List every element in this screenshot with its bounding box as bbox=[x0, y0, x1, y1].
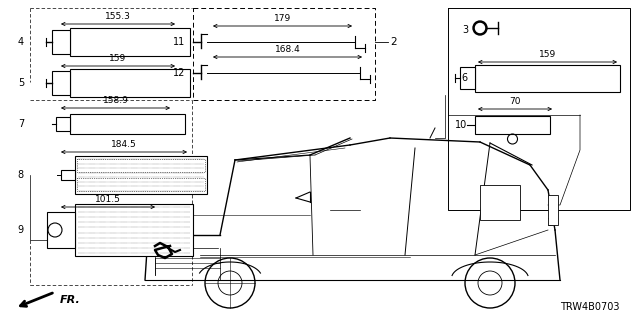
Bar bbox=[61, 170, 75, 180]
Bar bbox=[548, 195, 558, 225]
Text: FR.: FR. bbox=[60, 295, 81, 305]
Text: 8: 8 bbox=[18, 170, 24, 180]
Bar bbox=[70, 114, 185, 134]
Text: 12: 12 bbox=[173, 68, 185, 78]
Bar bbox=[75, 156, 207, 194]
Bar bbox=[475, 65, 620, 92]
Text: 101.5: 101.5 bbox=[95, 195, 121, 204]
Text: 7: 7 bbox=[18, 119, 24, 129]
Text: 159: 159 bbox=[109, 54, 127, 63]
Text: 179: 179 bbox=[274, 14, 291, 23]
Text: 5: 5 bbox=[18, 78, 24, 88]
Bar bbox=[47, 212, 75, 248]
Text: 9: 9 bbox=[18, 225, 24, 235]
FancyBboxPatch shape bbox=[480, 185, 520, 220]
Text: 3: 3 bbox=[462, 25, 468, 35]
Circle shape bbox=[476, 23, 484, 33]
Text: 70: 70 bbox=[509, 97, 521, 106]
Text: 4: 4 bbox=[18, 37, 24, 47]
Bar bbox=[70, 28, 190, 56]
Bar bbox=[75, 204, 193, 256]
Text: 10: 10 bbox=[455, 120, 467, 130]
Text: 155.3: 155.3 bbox=[105, 12, 131, 21]
Text: 184.5: 184.5 bbox=[111, 140, 137, 149]
Text: 1: 1 bbox=[547, 218, 554, 228]
Text: 158.9: 158.9 bbox=[102, 96, 129, 105]
Bar bbox=[460, 67, 475, 90]
Bar bbox=[52, 30, 70, 54]
Bar bbox=[52, 71, 70, 95]
Text: 6: 6 bbox=[461, 73, 467, 83]
Text: 2: 2 bbox=[390, 37, 397, 47]
Bar bbox=[70, 69, 190, 97]
Text: 168.4: 168.4 bbox=[275, 45, 300, 54]
Text: TRW4B0703: TRW4B0703 bbox=[561, 302, 620, 312]
Text: 159: 159 bbox=[539, 50, 556, 59]
Text: 11: 11 bbox=[173, 37, 185, 47]
Bar bbox=[475, 116, 550, 134]
Bar bbox=[56, 117, 70, 131]
Bar bbox=[77, 159, 205, 172]
Bar bbox=[77, 178, 205, 191]
Circle shape bbox=[473, 21, 487, 35]
